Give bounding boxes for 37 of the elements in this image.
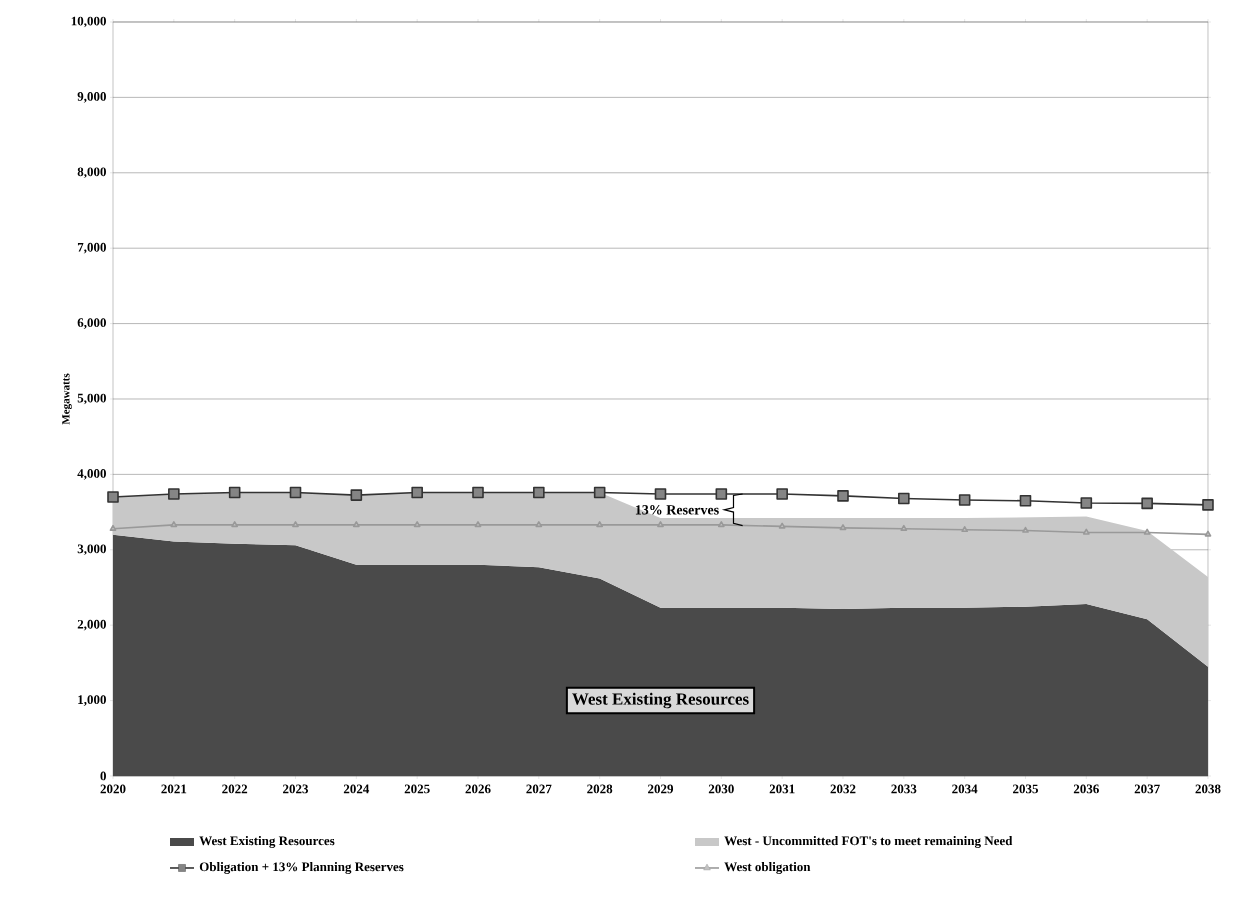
x-tick-label: 2021 [161,784,187,794]
x-tick-label: 2026 [465,784,491,794]
x-tick-label: 2023 [283,784,309,794]
y-tick-label: 7,000 [77,242,106,254]
x-tick-label: 2022 [222,784,248,794]
y-tick-label: 9,000 [77,92,106,103]
annotation: 13% Reserves [635,505,719,515]
legend-label: West obligation [724,862,811,874]
x-tick-label: 2031 [769,784,795,794]
annotation: West Existing Resources [572,692,749,709]
x-tick-label: 2020 [100,784,126,794]
x-tick-label: 2030 [708,784,734,794]
legend-label: Obligation + 13% Planning Reserves [199,862,404,874]
y-tick-label: 4,000 [77,469,106,480]
x-tick-label: 2033 [891,784,917,794]
legend-label: West - Uncommitted FOT's to meet remaining Need [724,836,1013,848]
x-tick-label: 2037 [1134,784,1160,794]
y-tick-label: 1,000 [78,695,106,706]
y-tick-label: 8,000 [77,167,106,179]
y-tick-label: 2,000 [77,619,106,631]
x-tick-label: 2036 [1073,784,1099,794]
y-tick-label: 10,000 [71,16,106,28]
x-tick-label: 2029 [648,784,674,794]
y-tick-label: 5,000 [77,393,106,405]
x-tick-label: 2034 [952,784,978,794]
x-tick-label: 2025 [404,784,430,794]
x-tick-label: 2027 [526,784,552,794]
x-tick-label: 2028 [587,784,613,794]
x-tick-label: 2035 [1013,784,1039,794]
y-axis-title: Megawatts [62,373,72,425]
x-tick-label: 2024 [343,784,370,794]
x-tick-label: 2032 [830,784,856,794]
y-tick-label: 3,000 [77,544,106,556]
x-tick-label: 2038 [1195,784,1221,794]
legend-label: West Existing Resources [199,836,335,848]
y-tick-label: 6,000 [77,318,106,329]
y-tick-label: 0 [100,771,106,781]
